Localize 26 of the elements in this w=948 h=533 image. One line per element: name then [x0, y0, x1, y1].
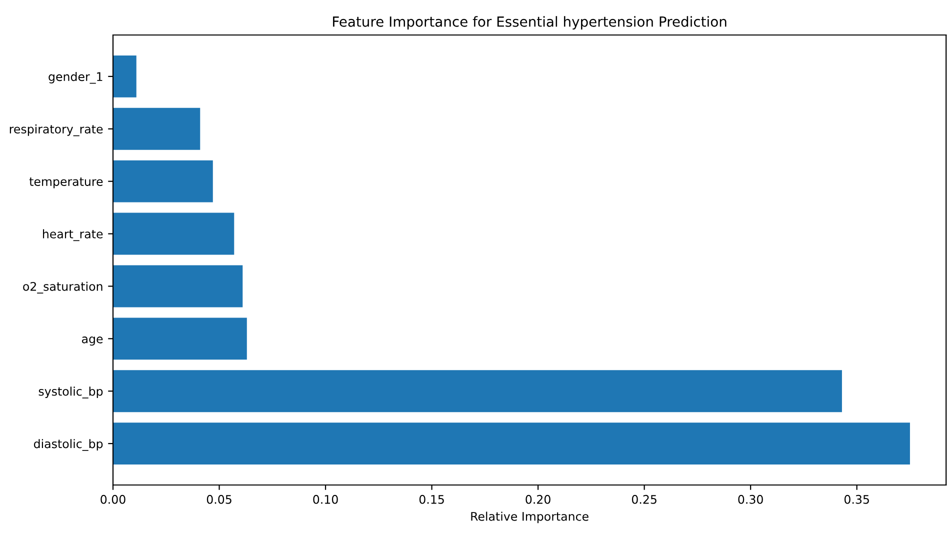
- bar: [113, 212, 234, 255]
- x-tick-label: 0.35: [844, 494, 869, 504]
- x-tick-label: 0.15: [419, 494, 444, 504]
- x-tick-label: 0.10: [313, 494, 338, 504]
- y-tick-label: o2_saturation: [23, 282, 102, 294]
- x-tick-label: 0.20: [526, 494, 550, 504]
- x-tick-label: 0.00: [100, 494, 126, 504]
- bar: [113, 318, 247, 360]
- y-tick-label: gender_1: [48, 72, 102, 84]
- bar: [113, 108, 200, 150]
- bar: [113, 55, 136, 98]
- x-tick-label: 0.05: [206, 494, 232, 504]
- y-tick-label: heart_rate: [43, 229, 103, 242]
- x-tick-label: 0.25: [632, 494, 656, 504]
- y-tick-label: temperature: [29, 178, 103, 188]
- bar: [113, 422, 910, 465]
- bar: [113, 265, 243, 308]
- x-tick-label: 0.30: [738, 494, 763, 504]
- y-tick-label: age: [82, 336, 103, 346]
- y-tick-label: diastolic_bp: [34, 439, 103, 451]
- y-tick-label: respiratory_rate: [10, 124, 103, 136]
- bar: [113, 160, 213, 202]
- bar: [113, 370, 842, 412]
- chart-title: Feature Importance for Essential hypertension Prediction: [333, 16, 726, 30]
- x-axis-title: Relative Importance: [471, 512, 588, 524]
- y-tick-label: systolic_bp: [38, 386, 103, 398]
